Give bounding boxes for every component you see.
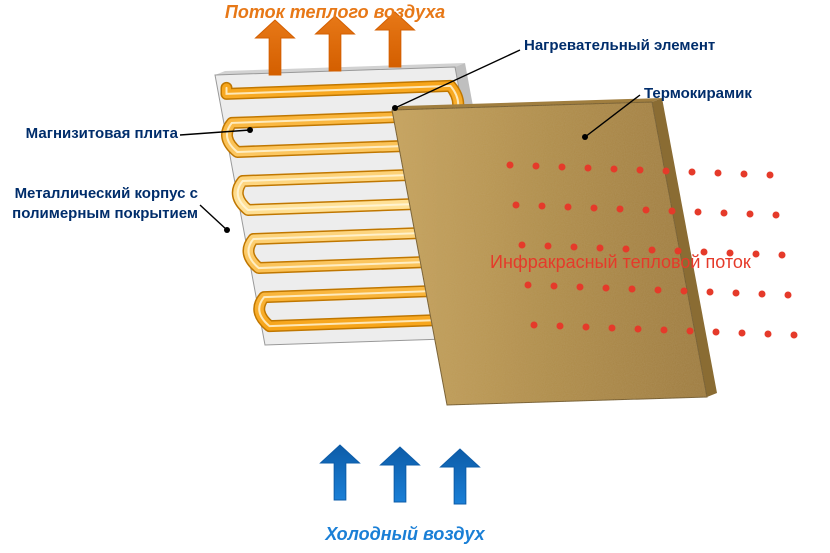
metal-leader-dot	[224, 227, 230, 233]
hot-air-title: Поток теплого воздуха	[225, 2, 445, 22]
heating-leader-dot	[392, 105, 398, 111]
metal-body-label-l2: полимерным покрытием	[12, 205, 198, 222]
heating-element-label: Нагревательный элемент	[524, 37, 715, 54]
cold-air-arrow	[321, 445, 360, 500]
hot-air-arrow	[256, 20, 295, 75]
metal-leader	[200, 205, 227, 230]
cold-air-title: Холодный воздух	[324, 524, 485, 544]
magnesite-leader-dot	[247, 127, 253, 133]
metal-body-label-l1: Металлический корпус с	[15, 185, 198, 202]
thermoceramic-label: Термокирамик	[644, 85, 752, 102]
cold-air-arrow	[441, 449, 480, 504]
thermo-leader-dot	[582, 134, 588, 140]
hot-air-arrow	[316, 16, 355, 71]
ir-flow-label: Инфракрасный тепловой поток	[490, 252, 751, 272]
magnesite-label: Магнизитовая плита	[26, 125, 179, 142]
cold-air-arrow	[381, 447, 420, 502]
